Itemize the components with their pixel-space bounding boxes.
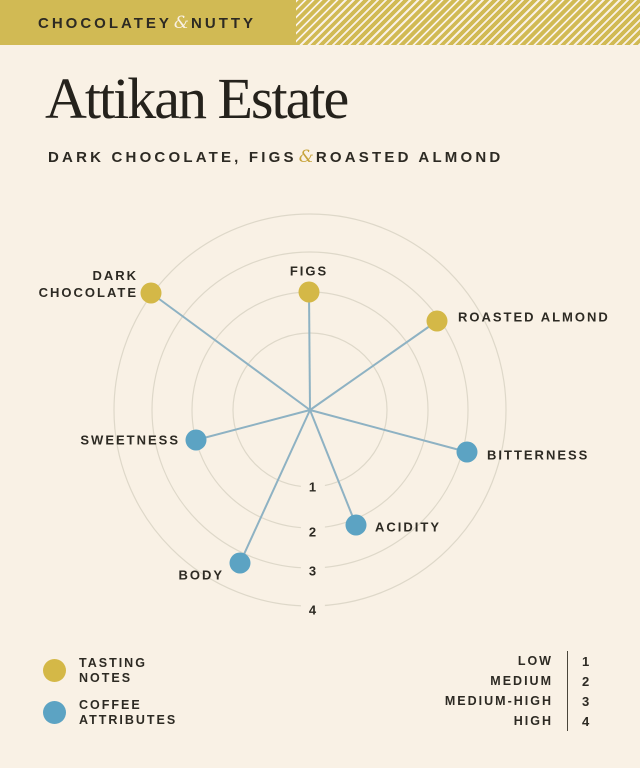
radar-spoke-dark-chocolate: [150, 292, 311, 411]
axis-number-3: 3: [300, 561, 326, 581]
radar-spoke-bitterness: [309, 409, 468, 453]
chart-dot-dark-chocolate: [140, 282, 162, 304]
radar-spoke-figs: [308, 291, 311, 411]
chart-label-figs: FIGS: [289, 263, 329, 279]
chart-dot-figs: [298, 281, 320, 303]
legend-item-label: TASTING NOTES: [79, 655, 147, 685]
legend: TASTING NOTES COFFEE ATTRIBUTES: [43, 655, 177, 739]
banner-text-after: NUTTY: [191, 14, 257, 32]
chart-dot-body: [229, 552, 251, 574]
radar-spoke-body: [239, 409, 311, 564]
banner-label: CHOCOLATEY & NUTTY: [38, 13, 256, 33]
chart-label-dark-chocolate: DARK CHOCOLATE: [38, 268, 138, 300]
banner-text-before: CHOCOLATEY: [38, 14, 172, 32]
subtitle-text-after: ROASTED ALMOND: [315, 149, 504, 166]
axis-number-1: 1: [300, 477, 326, 497]
ampersand-glyph: &: [298, 147, 314, 167]
ampersand-glyph: &: [173, 12, 190, 33]
chart-label-bitterness: BITTERNESS: [487, 447, 590, 463]
legend-item-label: COFFEE ATTRIBUTES: [79, 697, 178, 727]
radar-spoke-acidity: [309, 409, 357, 526]
radar-spoke-roasted-almond: [309, 320, 438, 411]
scale-row-medium: MEDIUM 2: [393, 671, 604, 691]
radar-spoke-sweetness: [195, 409, 311, 441]
page-subtitle: DARK CHOCOLATE, FIGS & ROASTED ALMOND: [48, 147, 503, 167]
chart-dot-acidity: [345, 514, 367, 536]
scale-row-high: HIGH 4: [393, 711, 604, 731]
scale-row-medium-high: MEDIUM-HIGH 3: [393, 691, 604, 711]
chart-dot-sweetness: [185, 429, 207, 451]
axis-number-2: 2: [300, 522, 326, 542]
page-title: Attikan Estate: [45, 66, 349, 131]
legend-item-coffee-attributes: COFFEE ATTRIBUTES: [43, 697, 177, 728]
flavor-banner: CHOCOLATEY & NUTTY: [0, 0, 640, 45]
chart-label-roasted-almond: ROASTED ALMOND: [458, 309, 610, 325]
axis-number-4: 4: [300, 600, 326, 620]
chart-dot-roasted-almond: [426, 310, 448, 332]
chart-label-sweetness: SWEETNESS: [80, 432, 180, 448]
chart-label-body: BODY: [178, 567, 224, 583]
legend-item-tasting-notes: TASTING NOTES: [43, 655, 177, 686]
scale-legend: LOW 1 MEDIUM 2 MEDIUM-HIGH 3 HIGH 4: [393, 651, 604, 731]
scale-row-low: LOW 1: [393, 651, 604, 671]
tasting-notes-swatch-icon: [43, 659, 66, 682]
banner-stripes-decoration: [296, 0, 640, 45]
coffee-attributes-swatch-icon: [43, 701, 66, 724]
subtitle-text-before: DARK CHOCOLATE, FIGS: [48, 149, 297, 166]
chart-dot-bitterness: [456, 441, 478, 463]
chart-label-acidity: ACIDITY: [375, 519, 441, 535]
